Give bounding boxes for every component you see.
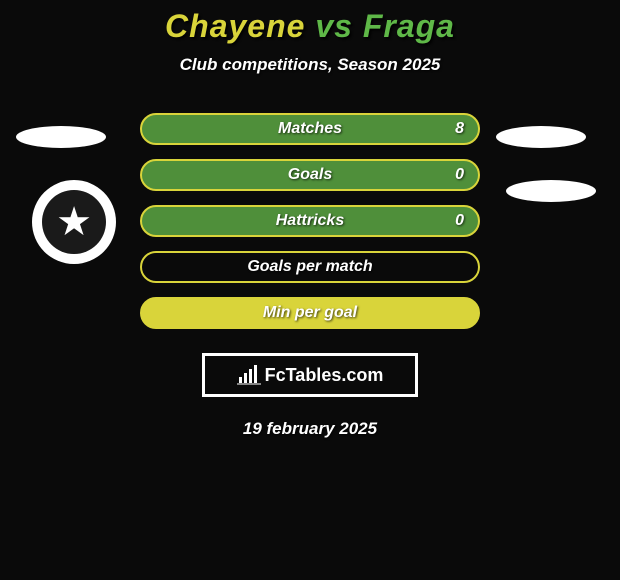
stat-label: Matches	[278, 120, 342, 138]
right-ellipse-bottom	[506, 180, 596, 202]
right-ellipse-top	[496, 126, 586, 148]
chart-bars-icon	[237, 365, 261, 385]
stat-label: Min per goal	[263, 304, 357, 322]
stat-label: Goals	[288, 166, 332, 184]
stat-value: 0	[455, 212, 464, 230]
stat-value: 0	[455, 166, 464, 184]
stat-row-hattricks: Hattricks 0	[140, 205, 480, 237]
stat-row-min-per-goal: Min per goal	[140, 297, 480, 329]
stat-row-matches: Matches 8	[140, 113, 480, 145]
page-title: Chayene vs Fraga	[165, 8, 455, 45]
stat-label: Hattricks	[276, 212, 344, 230]
club-badge: ★	[32, 180, 116, 264]
brand-text: FcTables.com	[265, 365, 384, 386]
title-player-b: Fraga	[363, 8, 455, 44]
club-badge-inner: ★	[42, 190, 106, 254]
stat-value: 8	[455, 120, 464, 138]
date-text: 19 february 2025	[243, 419, 377, 439]
star-icon: ★	[56, 202, 92, 242]
brand-box: FcTables.com	[202, 353, 418, 397]
stat-row-goals-per-match: Goals per match	[140, 251, 480, 283]
title-vs: vs	[315, 8, 353, 44]
title-player-a: Chayene	[165, 8, 305, 44]
stat-row-goals: Goals 0	[140, 159, 480, 191]
subtitle: Club competitions, Season 2025	[180, 55, 441, 75]
left-ellipse	[16, 126, 106, 148]
stat-label: Goals per match	[247, 258, 372, 276]
